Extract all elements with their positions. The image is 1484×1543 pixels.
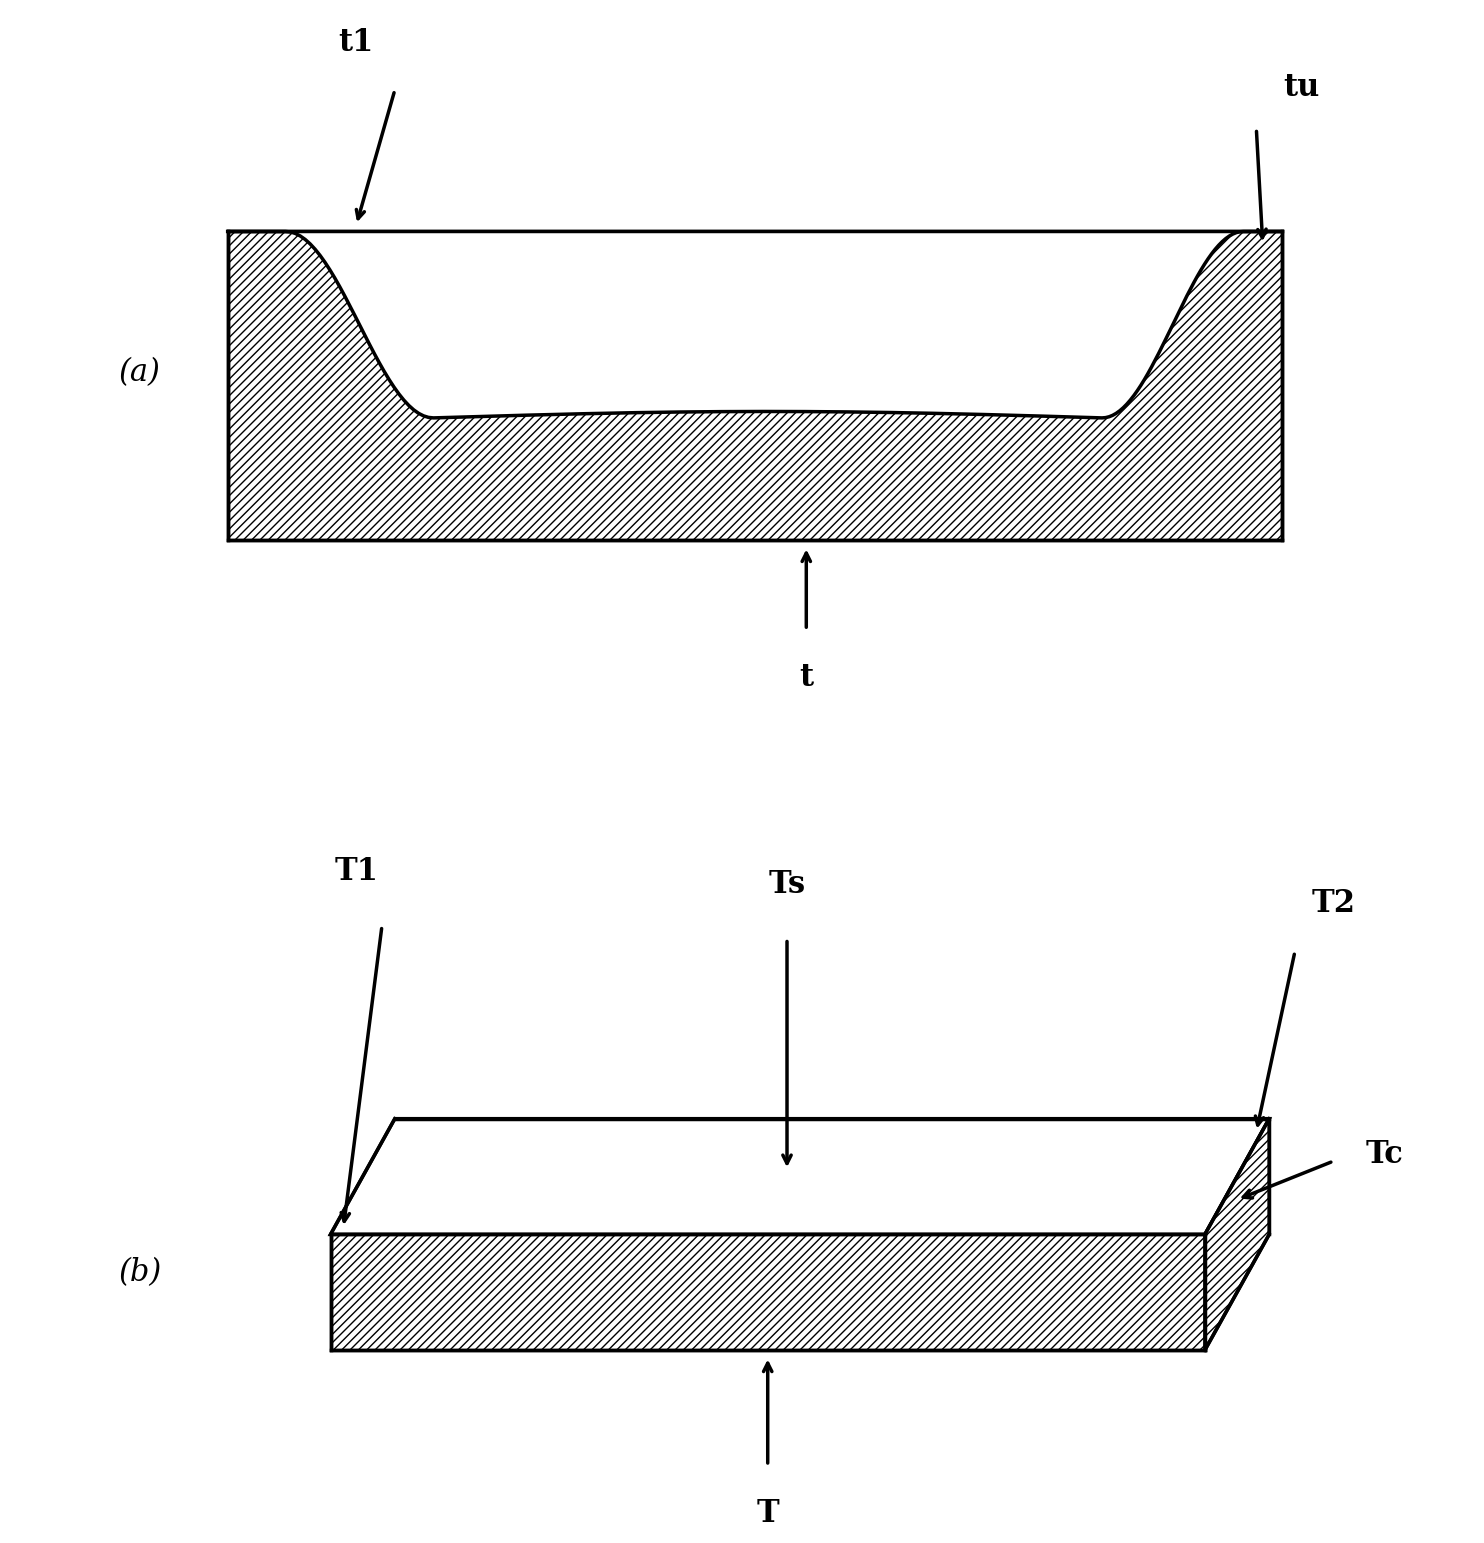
Text: T: T: [757, 1498, 779, 1529]
Text: (a): (a): [119, 358, 160, 389]
Text: t1: t1: [338, 26, 374, 59]
Text: Tc: Tc: [1365, 1139, 1404, 1170]
Text: Ts: Ts: [769, 869, 806, 900]
Polygon shape: [331, 1119, 1269, 1234]
Polygon shape: [227, 231, 1282, 418]
Text: t: t: [800, 662, 813, 693]
Text: tu: tu: [1284, 73, 1319, 103]
Polygon shape: [1205, 1119, 1269, 1350]
Polygon shape: [227, 231, 1282, 540]
Polygon shape: [331, 1234, 1205, 1350]
Text: (b): (b): [119, 1258, 162, 1288]
Text: T2: T2: [1312, 889, 1355, 920]
Text: T1: T1: [334, 856, 378, 887]
